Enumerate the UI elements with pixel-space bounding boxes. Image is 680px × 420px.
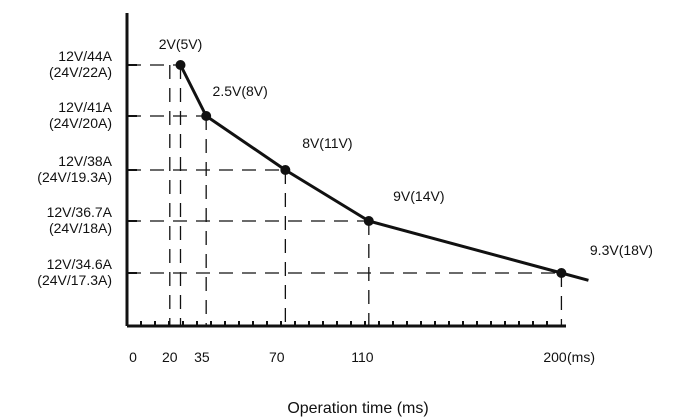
x-tick-labels: 0 20 35 70 110 200 xyxy=(129,349,567,365)
point-label: 8V(11V) xyxy=(302,135,352,151)
data-points xyxy=(175,60,567,278)
x-tick-label: 0 xyxy=(129,349,137,365)
y-level-sublabel: (24V/20A) xyxy=(49,115,112,131)
y-level-label: 12V/38A xyxy=(58,153,112,169)
x-tick-label: 110 xyxy=(351,349,374,365)
point-label: 9V(14V) xyxy=(393,188,444,204)
axes xyxy=(125,13,566,328)
point-labels: 2V(5V) 2.5V(8V) 8V(11V) 9V(14V) 9.3V(18V) xyxy=(159,36,653,258)
point-label: 9.3V(18V) xyxy=(590,242,653,258)
y-level-sublabel: (24V/17.3A) xyxy=(37,272,112,288)
data-point xyxy=(556,268,567,278)
x-tick-label: 70 xyxy=(269,349,285,365)
y-level-sublabel: (24V/22A) xyxy=(49,64,112,80)
y-level-label: 12V/44A xyxy=(58,48,112,64)
x-unit-label: (ms) xyxy=(567,349,595,365)
y-level-sublabel: (24V/18A) xyxy=(49,220,112,236)
point-label: 2V(5V) xyxy=(159,36,203,52)
y-axis-labels: 12V/44A(24V/22A)12V/41A(24V/20A)12V/38A(… xyxy=(37,48,137,288)
data-point xyxy=(175,60,186,70)
y-level-label: 12V/41A xyxy=(58,99,112,115)
data-point xyxy=(363,216,374,226)
y-level-sublabel: (24V/19.3A) xyxy=(37,169,112,185)
data-point xyxy=(280,165,291,175)
x-axis-title: Operation time (ms) xyxy=(287,400,428,417)
x-tick-label: 200 xyxy=(543,349,567,365)
x-tick-label: 35 xyxy=(194,349,210,365)
point-label: 2.5V(8V) xyxy=(213,83,268,99)
minor-ticks xyxy=(140,321,548,326)
y-level-label: 12V/36.7A xyxy=(47,204,113,220)
data-point xyxy=(201,111,212,121)
x-tick-label: 20 xyxy=(162,349,178,365)
guide-lines xyxy=(127,64,563,326)
y-level-label: 12V/34.6A xyxy=(47,256,113,272)
